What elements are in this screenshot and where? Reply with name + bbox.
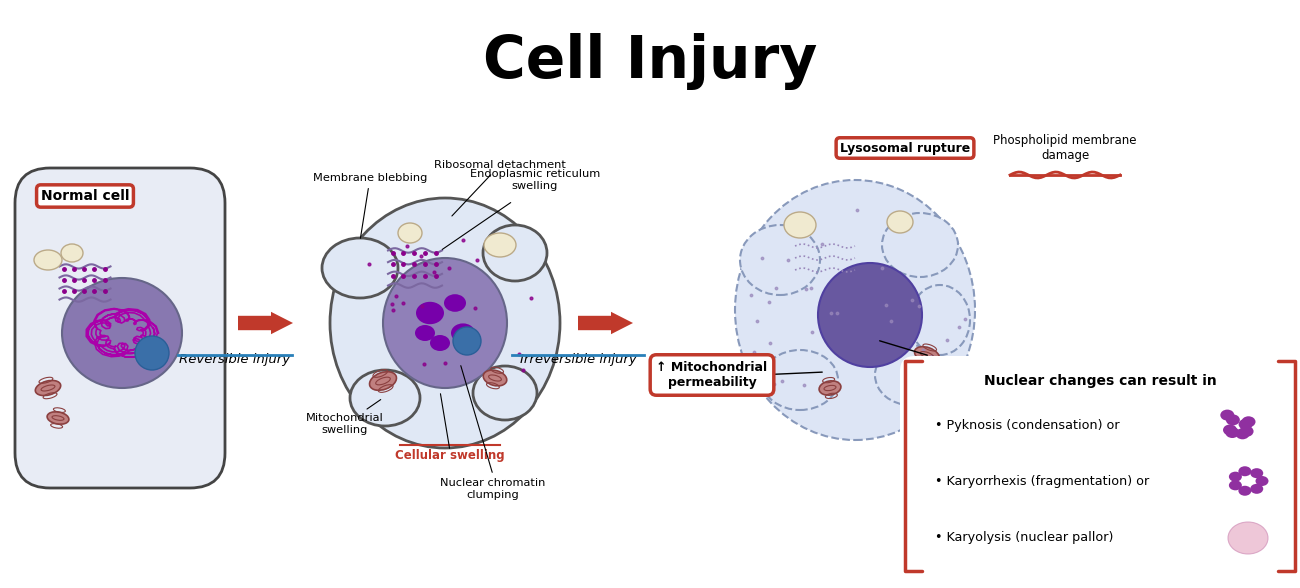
Text: Phospholipid membrane
damage: Phospholipid membrane damage — [993, 134, 1136, 162]
Text: Lysosomal rupture: Lysosomal rupture — [840, 142, 970, 155]
Text: Cellular swelling: Cellular swelling — [395, 449, 504, 462]
Ellipse shape — [887, 211, 913, 233]
Ellipse shape — [430, 335, 450, 351]
Ellipse shape — [473, 366, 537, 420]
Ellipse shape — [62, 278, 182, 388]
Ellipse shape — [1235, 428, 1249, 439]
Ellipse shape — [322, 238, 398, 298]
Ellipse shape — [1239, 486, 1252, 496]
Text: Ribosomal detachment: Ribosomal detachment — [434, 160, 566, 216]
Ellipse shape — [135, 336, 169, 370]
Ellipse shape — [784, 212, 816, 238]
Ellipse shape — [1228, 480, 1242, 490]
Ellipse shape — [1228, 472, 1242, 482]
Ellipse shape — [819, 381, 841, 395]
Ellipse shape — [484, 370, 507, 386]
Ellipse shape — [1239, 466, 1252, 476]
Ellipse shape — [416, 302, 445, 324]
Ellipse shape — [1221, 410, 1234, 420]
Text: Membrane blebbing: Membrane blebbing — [313, 173, 428, 238]
Ellipse shape — [1242, 416, 1256, 427]
Ellipse shape — [875, 345, 945, 405]
Ellipse shape — [61, 244, 83, 262]
Ellipse shape — [1240, 426, 1253, 437]
Ellipse shape — [740, 225, 820, 295]
FancyBboxPatch shape — [16, 168, 225, 488]
Ellipse shape — [1256, 476, 1269, 486]
Polygon shape — [238, 312, 292, 334]
Ellipse shape — [1251, 484, 1264, 494]
Ellipse shape — [818, 263, 922, 367]
Text: • Karyolysis (nuclear pallor): • Karyolysis (nuclear pallor) — [935, 532, 1113, 544]
Ellipse shape — [1239, 419, 1253, 430]
Text: Endoplasmic reticulum
swelling: Endoplasmic reticulum swelling — [469, 169, 601, 191]
Ellipse shape — [1223, 425, 1238, 436]
FancyBboxPatch shape — [900, 356, 1300, 576]
Ellipse shape — [34, 250, 62, 270]
Ellipse shape — [914, 347, 940, 363]
Text: Irreversible injury: Irreversible injury — [520, 353, 637, 366]
Ellipse shape — [762, 350, 838, 410]
Text: Cell Injury: Cell Injury — [482, 33, 818, 90]
Ellipse shape — [734, 180, 975, 440]
Text: Nuclear chromatin
clumping: Nuclear chromatin clumping — [441, 478, 546, 500]
Text: • Pyknosis (condensation) or: • Pyknosis (condensation) or — [935, 419, 1119, 433]
Ellipse shape — [445, 294, 465, 312]
Ellipse shape — [484, 225, 547, 281]
Ellipse shape — [484, 233, 516, 257]
Text: ↑ Mitochondrial
permeability: ↑ Mitochondrial permeability — [656, 361, 767, 389]
Ellipse shape — [384, 258, 507, 388]
Ellipse shape — [451, 323, 474, 343]
Ellipse shape — [1251, 468, 1264, 478]
Ellipse shape — [330, 198, 560, 448]
Text: • Karyorrhexis (fragmentation) or: • Karyorrhexis (fragmentation) or — [935, 475, 1149, 487]
Ellipse shape — [415, 325, 436, 341]
Text: Mitochondrial
swelling: Mitochondrial swelling — [306, 400, 384, 435]
Ellipse shape — [910, 285, 970, 355]
Text: Reversible injury: Reversible injury — [179, 353, 291, 366]
Ellipse shape — [47, 412, 69, 424]
Ellipse shape — [1226, 427, 1239, 438]
Ellipse shape — [881, 213, 958, 277]
Ellipse shape — [369, 372, 396, 390]
Polygon shape — [578, 312, 633, 334]
Ellipse shape — [35, 380, 61, 396]
Ellipse shape — [1228, 522, 1268, 554]
Text: Nuclear changes can result in: Nuclear changes can result in — [984, 374, 1217, 388]
Text: Normal cell: Normal cell — [40, 189, 129, 203]
Ellipse shape — [350, 370, 420, 426]
Ellipse shape — [452, 327, 481, 355]
Ellipse shape — [1226, 415, 1240, 425]
Ellipse shape — [398, 223, 423, 243]
